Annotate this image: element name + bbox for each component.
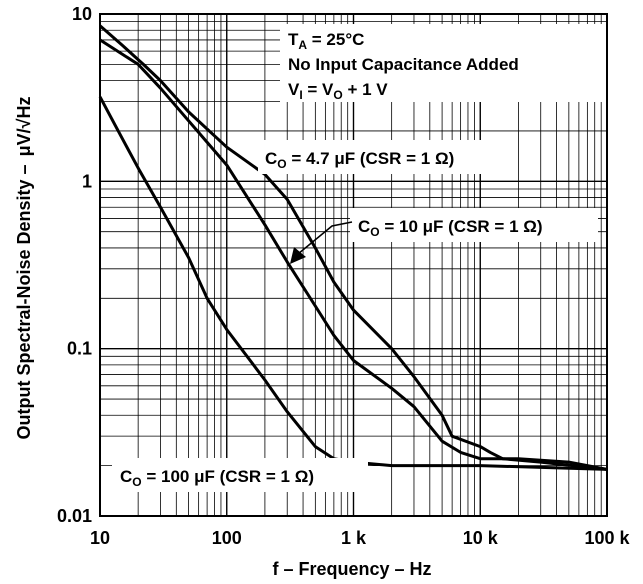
x-tick-label: 10 — [90, 528, 110, 548]
series-lines — [98, 24, 608, 471]
series-line-c100 — [98, 96, 608, 471]
conditions-box: TA = 25°C No Input Capacitance Added VI … — [280, 24, 606, 102]
series-label-c10: CO = 10 μF (CSR = 1 Ω) — [350, 208, 598, 242]
x-tick-label: 10 k — [463, 528, 499, 548]
series-line-c10 — [99, 38, 608, 471]
x-tick-label: 1 k — [341, 528, 367, 548]
condition-temperature: TA = 25°C — [288, 30, 364, 52]
tick-labels: 10 100 1 k 10 k 100 k 10 1 0.1 0.01 — [57, 4, 631, 548]
series-label-c47-text: CO = 4.7 μF (CSR = 1 Ω) — [265, 149, 454, 171]
y-tick-label: 1 — [82, 171, 92, 191]
y-tick-label: 10 — [72, 4, 92, 24]
condition-capacitance: No Input Capacitance Added — [288, 55, 519, 74]
series-label-c47: CO = 4.7 μF (CSR = 1 Ω) — [258, 140, 508, 174]
series-label-c100: CO = 100 μF (CSR = 1 Ω) — [112, 458, 368, 492]
x-axis-label: f – Frequency – Hz — [272, 559, 431, 579]
y-axis-label: Output Spectral-Noise Density –μV/√Hz — [14, 97, 34, 440]
x-tick-label: 100 k — [584, 528, 630, 548]
condition-voltage: VI = VO + 1 V — [288, 80, 388, 102]
series-label-c10-text: CO = 10 μF (CSR = 1 Ω) — [358, 217, 543, 239]
series-line-c47 — [99, 24, 608, 471]
y-tick-label: 0.01 — [57, 506, 92, 526]
series-label-c100-text: CO = 100 μF (CSR = 1 Ω) — [120, 467, 314, 489]
x-tick-label: 100 — [212, 528, 242, 548]
plot-frame — [99, 13, 608, 517]
y-tick-label: 0.1 — [67, 339, 92, 359]
pointer-arrow — [290, 221, 353, 264]
